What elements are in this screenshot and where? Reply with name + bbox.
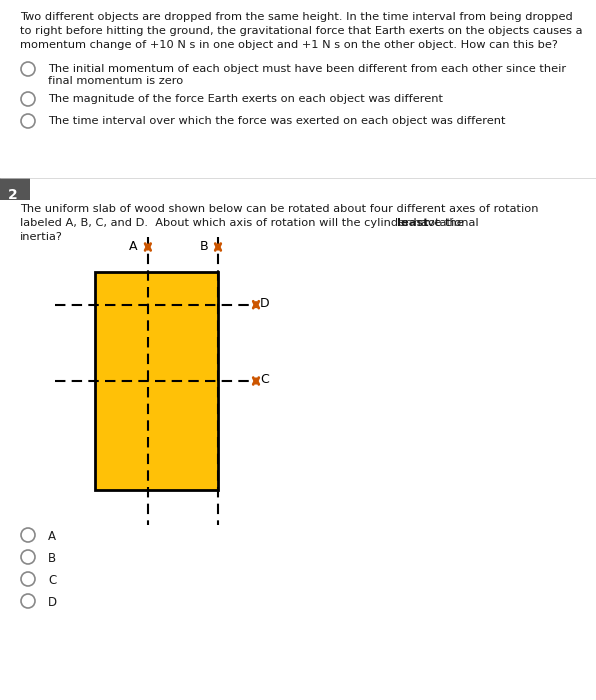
Text: momentum change of +10 N s in one object and +1 N s on the other object. How can: momentum change of +10 N s in one object… [20, 40, 558, 50]
Text: The initial momentum of each object must have been different from each other sin: The initial momentum of each object must… [48, 64, 566, 85]
Text: C: C [48, 574, 56, 587]
Text: A: A [129, 241, 138, 253]
Text: B: B [200, 241, 208, 253]
Text: B: B [48, 552, 56, 565]
FancyBboxPatch shape [0, 178, 30, 200]
Text: inertia?: inertia? [20, 232, 63, 242]
Text: The magnitude of the force Earth exerts on each object was different: The magnitude of the force Earth exerts … [48, 94, 443, 104]
Bar [95, 272, 218, 490]
Text: D: D [260, 297, 269, 309]
Text: The time interval over which the force was exerted on each object was different: The time interval over which the force w… [48, 116, 505, 126]
Text: to right before hitting the ground, the gravitational force that Earth exerts on: to right before hitting the ground, the … [20, 26, 582, 36]
Text: Two different objects are dropped from the same height. In the time interval fro: Two different objects are dropped from t… [20, 12, 573, 22]
Text: C: C [260, 373, 269, 386]
Text: labeled A, B, C, and D.  About which axis of rotation will the cylinder have the: labeled A, B, C, and D. About which axis… [20, 218, 467, 228]
Text: rotational: rotational [420, 218, 479, 228]
Text: A: A [48, 530, 56, 543]
Text: The uniform slab of wood shown below can be rotated about four different axes of: The uniform slab of wood shown below can… [20, 204, 539, 214]
Text: D: D [48, 596, 57, 609]
Text: 2: 2 [8, 188, 18, 202]
Text: least: least [397, 218, 429, 228]
